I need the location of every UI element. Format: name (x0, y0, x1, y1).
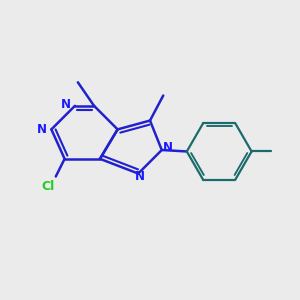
Text: N: N (135, 170, 145, 183)
Text: N: N (61, 98, 71, 111)
Text: N: N (163, 141, 173, 154)
Text: Cl: Cl (42, 180, 55, 193)
Text: N: N (37, 123, 47, 136)
